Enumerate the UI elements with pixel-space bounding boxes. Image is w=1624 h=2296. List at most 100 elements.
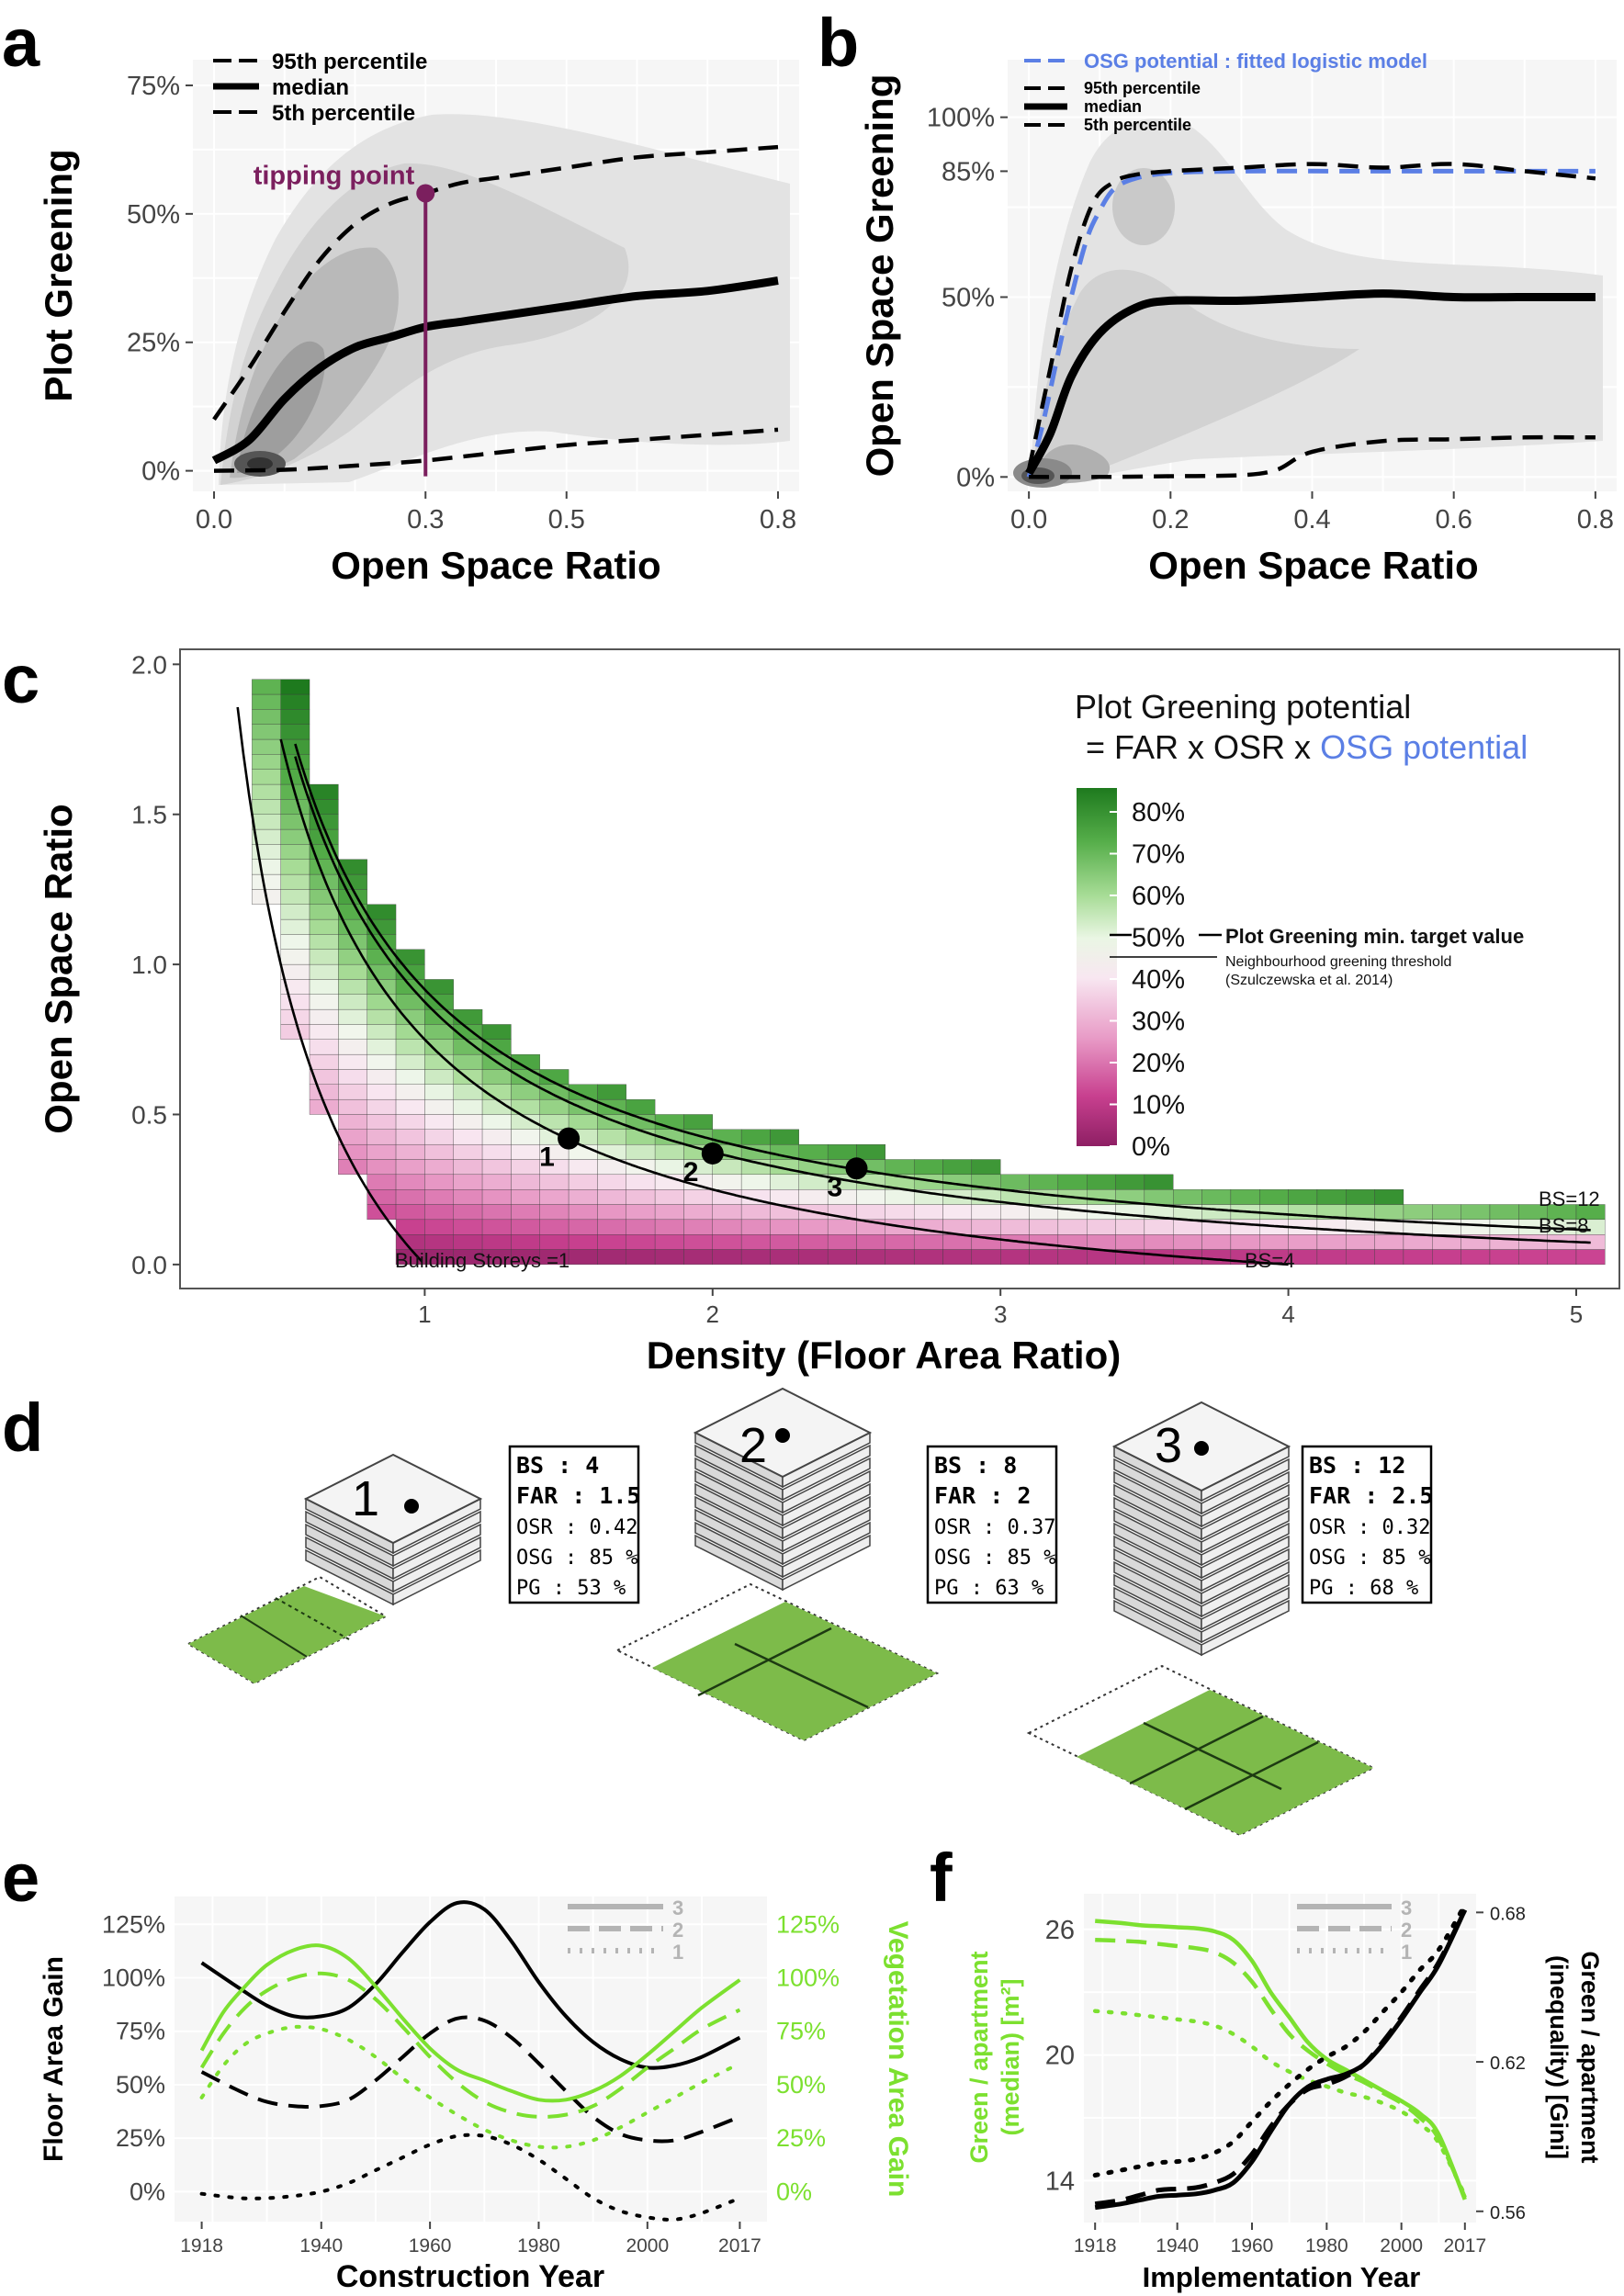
- building-3-info-box: [1301, 1445, 1433, 1604]
- legend-label-osg-potential-fitted-logistic-model: OSG potential : fitted logistic model: [1084, 50, 1427, 73]
- x-tick-label: 0.8: [760, 505, 796, 535]
- heatmap-cell: [280, 918, 310, 935]
- heatmap-cell: [453, 1053, 483, 1070]
- x-tick-label: 2017: [718, 2235, 761, 2257]
- heatmap-cell: [481, 1069, 512, 1085]
- floor-side-right: [392, 1536, 481, 1593]
- building-3-stack: [1111, 1401, 1291, 1657]
- heatmap-cell: [1144, 1219, 1174, 1235]
- heatmap-cell: [453, 1219, 483, 1235]
- heatmap-cell: [539, 1204, 570, 1221]
- legend-label-median: median: [1084, 97, 1142, 116]
- floor-side-right: [782, 1508, 871, 1566]
- heatmap-cell: [511, 1174, 540, 1190]
- panel-e-right-axis-title: Vegetation Area Gain: [883, 1921, 913, 2198]
- heatmap-cell: [597, 1188, 626, 1205]
- heatmap-cell: [367, 1129, 397, 1145]
- example-point-1: [558, 1127, 581, 1150]
- panel-letter-f: f: [930, 1840, 953, 1916]
- heatmap-cell: [1029, 1219, 1059, 1235]
- floor-side-right: [782, 1495, 871, 1553]
- heatmap-cell: [338, 1008, 367, 1025]
- heatmap-cell: [338, 1069, 367, 1085]
- x-tick-label: 2000: [1380, 2235, 1423, 2257]
- heatmap-cell: [597, 1129, 626, 1145]
- info-value: 68 %: [1370, 1577, 1418, 1600]
- heatmap-cell: [252, 859, 281, 875]
- heatmap-cell: [481, 1143, 512, 1160]
- heatmap-cell: [1316, 1188, 1347, 1205]
- panel-b-line-osg-potential-fitted-logistic-model: [1026, 168, 1596, 478]
- info-key: OSR :: [1309, 1516, 1382, 1539]
- heatmap-cell: [424, 1174, 454, 1190]
- colorbar-tick-label: 60%: [1132, 882, 1185, 911]
- right-y-tick-label: 75%: [776, 2018, 826, 2045]
- legend-label-5th-percentile: 5th percentile: [1084, 116, 1191, 134]
- building-1-stack: [303, 1453, 483, 1606]
- building-2-illustration: 2: [615, 1387, 940, 1742]
- x-tick-label: 4: [1281, 1300, 1294, 1328]
- heatmap-cell: [309, 1084, 339, 1100]
- heatmap-cell: [424, 979, 454, 995]
- panel-b-line-5th-percentile: [1029, 434, 1596, 479]
- y-tick-label: 0.5: [131, 1100, 167, 1129]
- heatmap-cell: [280, 1024, 310, 1040]
- floor-side-right: [782, 1534, 871, 1592]
- heatmap-cell: [424, 1234, 454, 1250]
- heatmap-cell: [252, 709, 281, 725]
- info-line: FAR : 2: [934, 1482, 1031, 1509]
- heatmap-cell: [1230, 1234, 1260, 1250]
- heatmap-cell: [654, 1249, 684, 1266]
- floor-side-right: [1201, 1599, 1290, 1657]
- panel-f-series: [1092, 1902, 1468, 2211]
- panel-c-storey-curves: [236, 706, 1591, 1266]
- heatmap-cell: [280, 994, 310, 1010]
- heatmap-cell: [280, 889, 310, 905]
- heatmap-cell: [1288, 1234, 1318, 1250]
- legend-label-2: 2: [672, 1919, 683, 1941]
- heatmap-cell: [597, 1249, 626, 1266]
- heatmap-cell: [1259, 1234, 1289, 1250]
- heatmap-cell: [338, 994, 367, 1010]
- building-2-marker: [775, 1428, 790, 1443]
- heatmap-cell: [942, 1234, 973, 1250]
- info-key: OSR :: [516, 1516, 589, 1539]
- heatmap-cell: [1230, 1219, 1260, 1235]
- heatmap-cell: [654, 1188, 684, 1205]
- heatmap-cell: [942, 1204, 973, 1221]
- heatmap-cell: [481, 1114, 512, 1130]
- heatmap-cell: [367, 1008, 397, 1025]
- y-tick-label: 75%: [116, 2018, 165, 2045]
- info-value: 85 %: [1382, 1547, 1430, 1570]
- heatmap-cell: [309, 1008, 339, 1025]
- x-tick-label: 0.6: [1436, 505, 1472, 535]
- heatmap-cell: [1087, 1234, 1116, 1250]
- storey-curve-bs-4: [279, 738, 1289, 1266]
- building-1-illustration: 1: [186, 1453, 483, 1685]
- panel-e-line-vegetation-3: [199, 1943, 741, 2103]
- tipping-point-marker: [416, 184, 435, 203]
- panel-a-ticks: 0.0 0.3 0.5 0.8 0% 25% 50% 75%: [127, 72, 796, 535]
- info-value: 85 %: [589, 1547, 637, 1570]
- heatmap-cell: [309, 918, 339, 935]
- legend-label-2: 2: [1401, 1919, 1412, 1941]
- heatmap-cell: [1057, 1249, 1088, 1266]
- heatmap-cell: [1029, 1249, 1059, 1266]
- heatmap-cell: [568, 1174, 598, 1190]
- neighbourhood-threshold-citation: (Szulczewska et al. 2014): [1225, 973, 1393, 988]
- heatmap-cell: [1000, 1219, 1030, 1235]
- floor-side-right: [1201, 1496, 1290, 1554]
- heatmap-cell: [453, 1114, 483, 1130]
- legend-label-3: 3: [672, 1896, 683, 1919]
- right-y-tick-label: 0%: [776, 2178, 812, 2205]
- info-line: OSR : 0.37: [934, 1516, 1055, 1539]
- heatmap-cell: [568, 1249, 598, 1266]
- heatmap-cell: [1115, 1234, 1145, 1250]
- heatmap-cell: [280, 709, 310, 725]
- heatmap-cell: [1518, 1249, 1548, 1266]
- panel-e-line-vegetation-2: [199, 1971, 741, 2119]
- heatmap-cell: [424, 1219, 454, 1235]
- heatmap-cell: [942, 1249, 973, 1266]
- heatmap-cell: [568, 1219, 598, 1235]
- panel-f-ticks: 1918 1940 1960 1980 2000 2017 14 20 26 0.56 0.62 0.…: [1045, 1904, 1526, 2257]
